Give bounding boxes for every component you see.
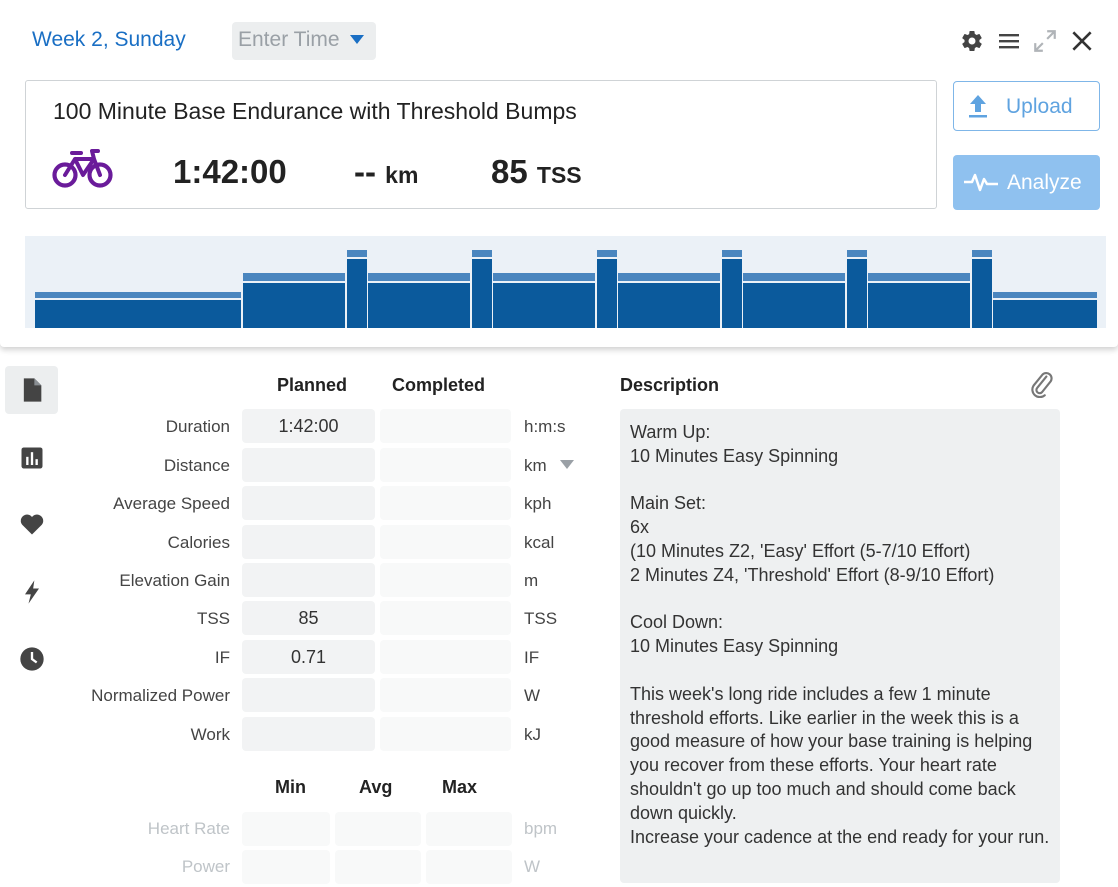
caret-down-icon[interactable] — [560, 460, 574, 469]
if-completed-input[interactable] — [380, 640, 511, 674]
heart-rate-max-input[interactable] — [426, 812, 512, 846]
gear-icon[interactable] — [960, 28, 984, 54]
heart-rate-min-input[interactable] — [242, 812, 330, 846]
expand-icon[interactable] — [1032, 28, 1058, 54]
time-select-placeholder: Enter Time — [238, 28, 340, 51]
chart-icon[interactable] — [18, 444, 46, 472]
calories-label: Calories — [167, 533, 230, 552]
workout-header-card: Week 2, Sunday Enter Time 100 Minute Bas… — [0, 0, 1118, 347]
distance-completed-input[interactable] — [380, 448, 511, 482]
if-unit: IF — [524, 648, 540, 667]
tss-label: TSS — [196, 609, 230, 628]
max-column-header: Max — [442, 777, 478, 797]
distance-unit: km — [385, 162, 419, 188]
average-speed-planned-input[interactable] — [242, 486, 375, 520]
work-unit: kJ — [524, 725, 541, 744]
duration-completed-input[interactable] — [380, 409, 511, 443]
power-label: Power — [181, 857, 230, 876]
planned-duration: 1:42:00 — [173, 153, 287, 190]
heart-rate-avg-input[interactable] — [335, 812, 421, 846]
document-icon[interactable] — [18, 376, 46, 404]
upload-button-label: Upload — [1006, 95, 1073, 118]
time-select[interactable]: Enter Time — [232, 22, 376, 60]
bike-icon — [52, 149, 113, 188]
duration-label: Duration — [165, 417, 230, 436]
duration-unit: h:m:s — [524, 417, 566, 436]
work-planned-input[interactable] — [242, 717, 375, 751]
completed-column-header: Completed — [392, 375, 486, 395]
workout-summary: 100 Minute Base Endurance with Threshold… — [25, 80, 937, 209]
distance-label: Distance — [163, 456, 230, 475]
workout-date-title: Week 2, Sunday — [32, 28, 186, 51]
profile-warmup — [35, 292, 241, 328]
duration-planned-input[interactable]: 1:42:00 — [242, 409, 375, 443]
menu-icon[interactable] — [997, 28, 1021, 54]
tss-unit-label: TSS — [524, 609, 558, 628]
paperclip-icon[interactable] — [1028, 368, 1054, 398]
min-column-header: Min — [275, 777, 306, 797]
average-speed-label: Average Speed — [113, 494, 230, 513]
normalized-power-completed-input[interactable] — [380, 678, 511, 712]
calories-unit: kcal — [524, 533, 555, 552]
lightning-icon[interactable] — [18, 578, 46, 606]
distance-value: -- — [354, 153, 376, 190]
profile-interval-blocks — [243, 250, 992, 328]
work-label: Work — [190, 725, 230, 744]
calories-completed-input[interactable] — [380, 525, 511, 559]
heart-rate-label: Heart Rate — [147, 819, 230, 838]
analyze-button[interactable]: Analyze — [953, 155, 1100, 210]
elevation-gain-completed-input[interactable] — [380, 563, 511, 597]
elevation-gain-label: Elevation Gain — [119, 571, 230, 590]
clock-icon[interactable] — [18, 645, 46, 673]
normalized-power-planned-input[interactable] — [242, 678, 375, 712]
tss-planned-input[interactable]: 85 — [242, 601, 375, 635]
caret-down-icon — [350, 35, 364, 44]
workout-structure-chart — [25, 236, 1106, 328]
normalized-power-unit: W — [524, 686, 541, 705]
tss-completed-input[interactable] — [380, 601, 511, 635]
power-avg-input[interactable] — [335, 850, 421, 884]
planned-distance: -- km — [354, 153, 418, 191]
avg-column-header: Avg — [359, 777, 393, 797]
power-unit: W — [524, 857, 541, 876]
if-label: IF — [214, 648, 230, 667]
pulse-icon — [964, 173, 998, 192]
planned-tss: 85 TSS — [491, 153, 582, 191]
work-completed-input[interactable] — [380, 717, 511, 751]
heart-icon[interactable] — [18, 510, 46, 538]
analyze-button-label: Analyze — [1007, 171, 1082, 194]
distance-planned-input[interactable] — [242, 448, 375, 482]
if-planned-input[interactable]: 0.71 — [242, 640, 375, 674]
description-textarea[interactable]: Warm Up: 10 Minutes Easy Spinning Main S… — [620, 409, 1060, 883]
close-icon[interactable] — [1069, 28, 1095, 54]
tss-unit: TSS — [536, 162, 582, 188]
profile-cooldown — [993, 292, 1097, 328]
power-max-input[interactable] — [426, 850, 512, 884]
calories-planned-input[interactable] — [242, 525, 375, 559]
upload-button[interactable]: Upload — [953, 81, 1100, 131]
average-speed-completed-input[interactable] — [380, 486, 511, 520]
planned-column-header: Planned — [277, 375, 348, 395]
tss-value: 85 — [491, 153, 528, 190]
average-speed-unit: kph — [524, 494, 552, 513]
elevation-gain-unit: m — [524, 571, 539, 590]
heart-rate-unit: bpm — [524, 819, 558, 838]
description-heading: Description — [620, 375, 720, 395]
workout-title: 100 Minute Base Endurance with Threshold… — [53, 98, 577, 124]
upload-icon — [969, 95, 987, 118]
elevation-gain-planned-input[interactable] — [242, 563, 375, 597]
distance-unit-select[interactable]: km — [524, 456, 547, 475]
normalized-power-label: Normalized Power — [91, 686, 230, 705]
power-min-input[interactable] — [242, 850, 330, 884]
